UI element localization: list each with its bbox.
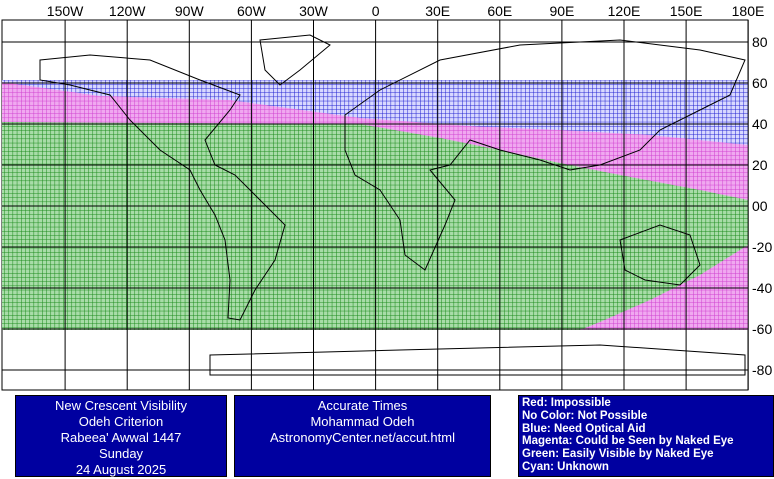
info-line: Accurate Times — [317, 398, 408, 413]
info-line: Odeh Criterion — [78, 414, 164, 429]
info-box: Accurate Times Mohammad Odeh AstronomyCent… — [234, 395, 491, 477]
legend-entry: Magenta: Could be Seen by Naked Eye — [522, 435, 734, 448]
info-line: Sunday — [98, 446, 144, 461]
longitude-label: 60E — [487, 3, 512, 19]
coastlines — [39, 34, 746, 376]
info-line: Rabeea' Awwal 1447 — [60, 430, 182, 445]
longitude-label: 150W — [47, 3, 84, 19]
latitude-label: 40 — [752, 116, 768, 132]
latitude-label: 00 — [752, 198, 768, 214]
legend-entry: No Color: Not Possible — [522, 409, 648, 422]
info-line: AstronomyCenter.net/accut.html — [270, 430, 455, 445]
latitude-label: 80 — [752, 34, 768, 50]
longitude-label: 180E — [732, 3, 765, 19]
longitude-label: 60W — [237, 3, 267, 19]
legend: Red: Impossible No Color: Not Possible Blu… — [518, 395, 774, 477]
latitude-label: -40 — [752, 280, 772, 296]
longitude-label: 120E — [608, 3, 641, 19]
legend-entry: Blue: Need Optical Aid — [522, 422, 646, 435]
latitude-label: -80 — [752, 362, 772, 378]
longitude-label: 120W — [109, 3, 146, 19]
latitude-label: 20 — [752, 157, 768, 173]
info-line: New Crescent Visibility — [55, 398, 187, 413]
latitude-label: -60 — [752, 321, 772, 337]
longitude-label: 150E — [670, 3, 703, 19]
longitude-label: 0 — [372, 3, 380, 19]
longitude-label: 30W — [299, 3, 329, 19]
legend-entry: Cyan: Unknown — [522, 460, 609, 473]
longitude-label: 90W — [175, 3, 205, 19]
longitude-label: 30E — [425, 3, 450, 19]
info-line: Mohammad Odeh — [310, 414, 415, 429]
latitude-label: -20 — [752, 239, 772, 255]
graticule — [2, 20, 749, 390]
legend-entry: Red: Impossible — [522, 397, 611, 409]
info-box: New Crescent Visibility Odeh Criterion Rab… — [15, 395, 227, 477]
longitude-label: 90E — [549, 3, 574, 19]
visibility-map: 150W 120W 90W 60W 30W 0 30E 60E 90E 120E 150E 180E 8… — [1, 3, 772, 391]
legend-entry: Green: Easily Visible by Naked Eye — [522, 448, 714, 461]
latitude-label: 60 — [752, 75, 768, 91]
info-line: 24 August 2025 — [75, 462, 167, 477]
